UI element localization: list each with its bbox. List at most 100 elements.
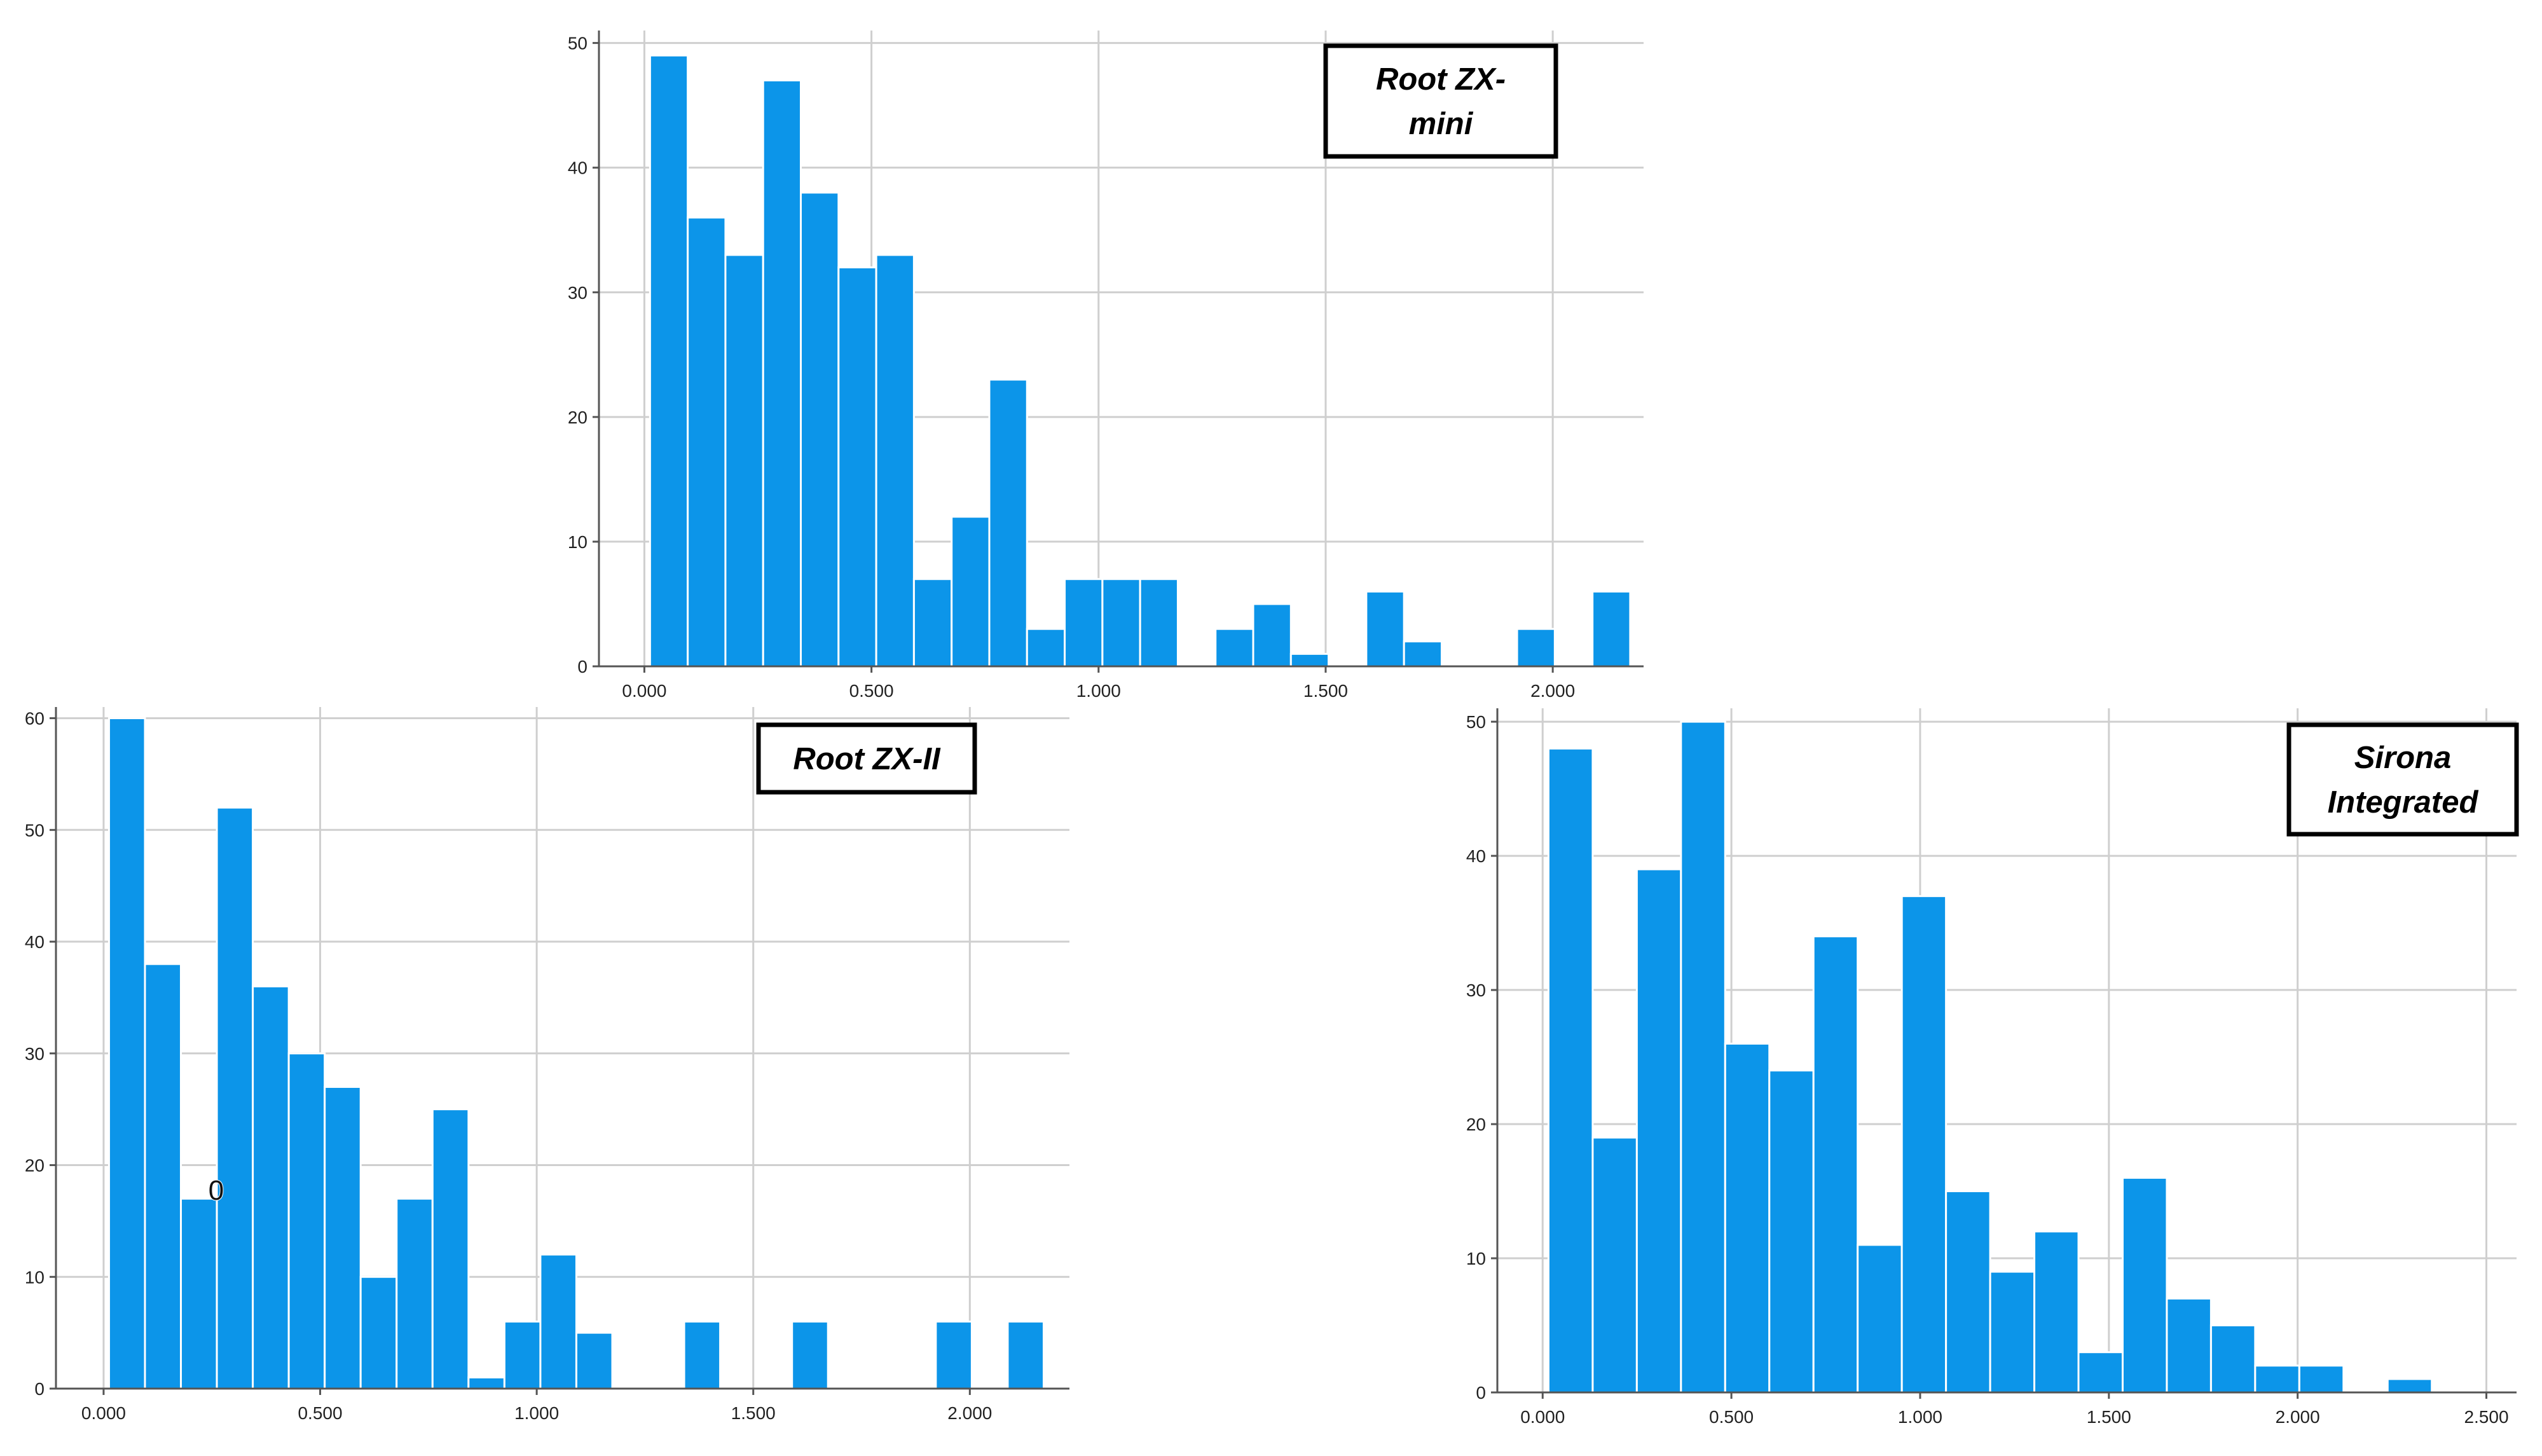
y-tick-label: 30 bbox=[1466, 980, 1486, 1000]
y-tick-label: 50 bbox=[568, 34, 587, 53]
y-tick-label: 0 bbox=[34, 1379, 45, 1399]
chart-title-box: Root ZX-mini bbox=[1323, 43, 1558, 159]
histogram-root-zx-mini: 0 10 20 30 40 50 0.000 0.500 1.000 1.500 2.000 Root… bbox=[568, 31, 1644, 701]
x-tick-label: 1.000 bbox=[514, 1403, 559, 1423]
y-tick-label: 30 bbox=[568, 283, 587, 303]
x-tick-label: 2.000 bbox=[947, 1403, 992, 1423]
histogram-bar bbox=[539, 1253, 577, 1390]
histogram-bar bbox=[1026, 628, 1066, 668]
x-tick-label: 1.500 bbox=[1303, 681, 1348, 701]
histogram-bar bbox=[1989, 1270, 2036, 1394]
chart-title-line: Root ZX-II bbox=[793, 742, 941, 776]
histogram-bar bbox=[1139, 578, 1179, 668]
chart-title-line: mini bbox=[1409, 107, 1474, 141]
annotation-label: 0 bbox=[209, 1175, 224, 1206]
histogram-sirona-integrated: 0 10 20 30 40 50 0.000 0.500 1.000 1.500 2.000 2.50… bbox=[1466, 708, 2519, 1427]
y-tick-label: 0 bbox=[577, 657, 587, 676]
histogram-bar bbox=[503, 1321, 542, 1390]
histogram-bar bbox=[1635, 868, 1682, 1394]
histogram-bar bbox=[575, 1331, 614, 1390]
title-frame bbox=[756, 722, 977, 795]
histogram-bar bbox=[2033, 1230, 2080, 1394]
histogram-bar bbox=[683, 1321, 722, 1390]
chart-title-box: Sirona Integrated bbox=[2286, 722, 2519, 837]
histogram-root-zx-ii: 0 10 20 30 40 50 60 0.000 0.500 1.000 1.500 2.000 Ro… bbox=[25, 707, 1069, 1423]
y-tick-label: 10 bbox=[25, 1267, 45, 1287]
histogram-bar bbox=[1812, 935, 1859, 1394]
histogram-bar bbox=[2166, 1297, 2212, 1394]
histogram-bar bbox=[649, 54, 689, 668]
histogram-bar bbox=[687, 216, 727, 668]
y-tick-label: 10 bbox=[1466, 1249, 1486, 1268]
histogram-bar bbox=[1680, 720, 1726, 1394]
y-tick-label: 50 bbox=[1466, 712, 1486, 732]
y-tick-label: 60 bbox=[25, 709, 45, 729]
x-tick-label: 0.000 bbox=[622, 681, 666, 701]
histogram-bar bbox=[431, 1108, 470, 1390]
histogram-bar bbox=[791, 1321, 829, 1390]
y-tick-label: 50 bbox=[25, 820, 45, 840]
y-tick-label: 40 bbox=[1466, 846, 1486, 866]
x-tick-label: 0.500 bbox=[1709, 1407, 1754, 1427]
x-tick-label: 0.500 bbox=[298, 1403, 342, 1423]
x-tick-label: 2.000 bbox=[2276, 1407, 2320, 1427]
histogram-bar bbox=[800, 191, 840, 668]
histogram-bar bbox=[359, 1275, 398, 1390]
x-tick-label: 1.500 bbox=[731, 1403, 776, 1423]
histogram-bar bbox=[216, 806, 254, 1390]
histogram-bar bbox=[875, 254, 915, 668]
histogram-bar bbox=[287, 1052, 326, 1390]
y-tick-label: 40 bbox=[568, 158, 587, 178]
x-tick-label: 0.000 bbox=[81, 1403, 126, 1423]
histogram-bar bbox=[144, 963, 182, 1390]
chart-title-line: Integrated bbox=[2328, 785, 2479, 820]
x-tick-label: 1.000 bbox=[1898, 1407, 1942, 1427]
histogram-bar bbox=[1900, 895, 1948, 1394]
y-tick-label: 40 bbox=[25, 932, 45, 952]
histogram-bar bbox=[252, 985, 290, 1390]
y-tick-label: 20 bbox=[25, 1156, 45, 1176]
histogram-bar bbox=[1591, 1136, 1638, 1394]
histogram-bar bbox=[935, 1321, 973, 1390]
histogram-bar bbox=[1945, 1190, 1991, 1394]
histogram-bar bbox=[988, 378, 1028, 668]
histogram-bar bbox=[1857, 1244, 1903, 1394]
x-tick-label: 0.500 bbox=[849, 681, 894, 701]
y-tick-label: 10 bbox=[568, 532, 587, 552]
title-frame bbox=[2286, 722, 2519, 837]
histogram-bar bbox=[1403, 640, 1443, 668]
title-frame bbox=[1323, 43, 1558, 159]
y-tick-label: 0 bbox=[1476, 1383, 1486, 1403]
chart-title-line: Root ZX- bbox=[1376, 62, 1506, 97]
chart-title-box: Root ZX-II bbox=[756, 722, 977, 795]
histogram-bar bbox=[1724, 1042, 1771, 1394]
histogram-bar bbox=[1547, 747, 1594, 1394]
histogram-bar bbox=[951, 516, 991, 668]
histogram-bar bbox=[2077, 1351, 2124, 1394]
histogram-bar bbox=[1365, 590, 1405, 668]
histogram-bar bbox=[324, 1086, 362, 1390]
histogram-bar bbox=[1289, 652, 1330, 668]
histogram-bar bbox=[912, 578, 953, 668]
histogram-bar bbox=[1064, 578, 1104, 668]
histogram-bar bbox=[724, 254, 764, 668]
histogram-bar bbox=[762, 79, 802, 668]
histogram-bar bbox=[107, 717, 146, 1390]
x-tick-label: 2.000 bbox=[1530, 681, 1575, 701]
histogram-bar bbox=[1516, 628, 1556, 668]
y-tick-label: 30 bbox=[25, 1044, 45, 1064]
histogram-bar bbox=[1006, 1321, 1045, 1390]
histogram-bar bbox=[1101, 578, 1141, 668]
histogram-bar bbox=[2386, 1378, 2433, 1394]
histogram-bar bbox=[2209, 1324, 2257, 1394]
histogram-bar bbox=[1768, 1069, 1815, 1394]
x-tick-label: 1.000 bbox=[1076, 681, 1121, 701]
histogram-bar bbox=[395, 1197, 434, 1390]
histogram-bar bbox=[2298, 1364, 2345, 1394]
histogram-bar bbox=[837, 266, 877, 668]
histogram-bar bbox=[2254, 1364, 2300, 1394]
x-tick-label: 0.000 bbox=[1520, 1407, 1565, 1427]
histogram-bar bbox=[467, 1376, 505, 1390]
histogram-bar bbox=[180, 1197, 218, 1390]
